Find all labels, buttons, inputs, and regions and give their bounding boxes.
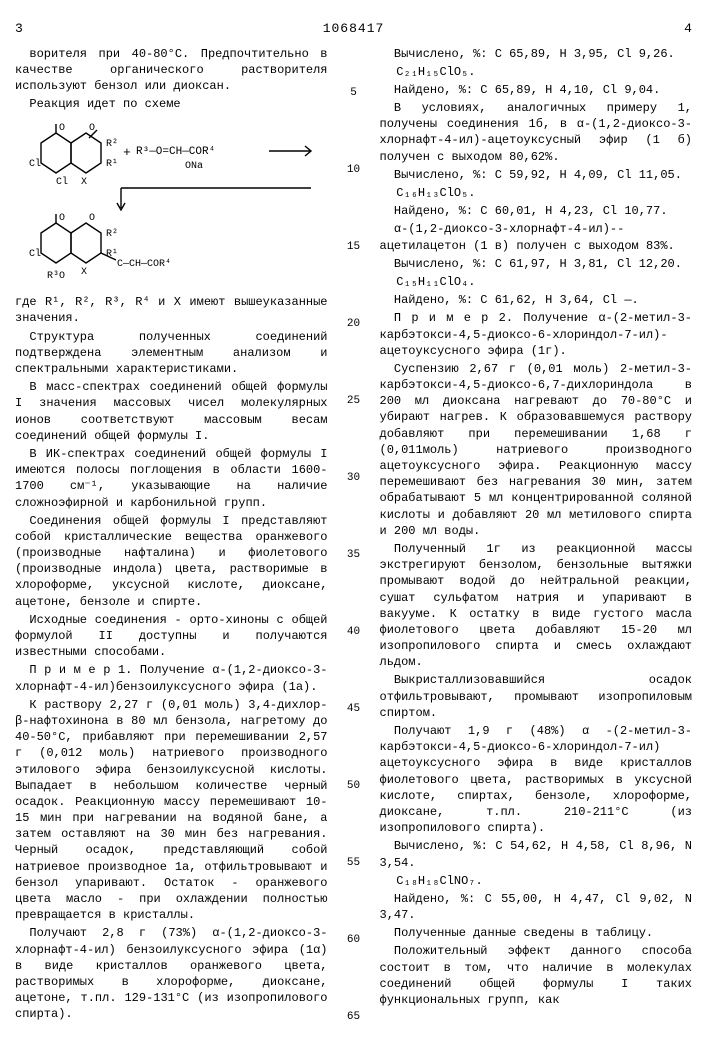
svg-text:ONa: ONa [185,161,203,172]
body-text: Выкристаллизовавшийся осадок отфильтровы… [380,672,693,721]
line-marker: 50 [346,779,362,794]
body-text: Исходные соединения - орто-хиноны с обще… [15,612,328,661]
svg-text:Cl: Cl [29,248,41,260]
left-column: ворителя при 40-80°С. Предпочтительно в … [15,46,328,1025]
right-column: Вычислено, %: С 65,89, Н 3,95, Cl 9,26. … [380,46,693,1025]
body-text: Суспензию 2,67 г (0,01 моль) 2-метил-3-к… [380,361,693,539]
svg-text:+: + [123,145,131,160]
svg-text:X: X [81,177,87,188]
svg-text:O: O [89,213,95,224]
reaction-scheme: O O R² R¹ X Cl Cl + R³—O=CH—COR⁴ ONa [15,118,328,288]
example-heading: П р и м е р 1. Получение α-(1,2-диоксо-3… [15,662,328,694]
line-number-gutter: 5 10 15 20 25 30 35 40 45 50 55 60 65 [346,46,362,1025]
body-text: Соединения общей формулы I представляют … [15,513,328,610]
page-header: 3 1068417 4 [15,20,692,38]
svg-text:X: X [81,267,87,278]
calc-line: Вычислено, %: С 54,62, Н 4,58, Cl 8,96, … [380,838,693,870]
body-text: Реакция идет по схеме [15,96,328,112]
body-text: где R¹, R², R³, R⁴ и X имеют вышеуказанн… [15,294,328,326]
line-marker: 25 [346,394,362,409]
svg-text:R³—O=CH—COR⁴: R³—O=CH—COR⁴ [136,146,215,158]
chem-formula: C₂₁H₁₅ClO₅. [396,64,692,80]
line-marker: 45 [346,702,362,717]
line-marker: 15 [346,240,362,255]
body-text: В масс-спектрах соединений общей формулы… [15,379,328,444]
line-marker: 65 [346,1010,362,1025]
example-heading: П р и м е р 2. Получение α-(2-метил-3-ка… [380,310,693,359]
page-right-num: 4 [684,20,692,38]
chem-formula: C₁₅H₁₁ClO₄. [396,274,692,290]
found-line: Найдено, %: С 55,00, Н 4,47, Cl 9,02, N … [380,891,693,923]
calc-line: Вычислено, %: С 65,89, Н 3,95, Cl 9,26. [380,46,693,62]
line-marker: 40 [346,625,362,640]
svg-text:O: O [59,123,65,134]
svg-text:R³O: R³O [47,271,65,282]
chem-formula: C₁₈H₁₈ClNO₇. [396,873,692,889]
body-text: К раствору 2,27 г (0,01 моль) 3,4-дихлор… [15,697,328,924]
page-left-num: 3 [15,20,23,38]
line-marker: 5 [346,86,362,101]
line-marker: 60 [346,933,362,948]
line-marker: 35 [346,548,362,563]
body-text: Положительный эффект данного способа сос… [380,943,693,1008]
two-column-layout: ворителя при 40-80°С. Предпочтительно в … [15,46,692,1025]
document-number: 1068417 [323,20,385,38]
svg-text:Cl: Cl [29,158,41,170]
svg-text:R²: R² [106,229,118,240]
calc-line: Вычислено, %: С 61,97, Н 3,81, Cl 12,20. [380,256,693,272]
body-text: Полученный 1г из реакционной массы экстр… [380,541,693,671]
body-text: Полученные данные сведены в таблицу. [380,925,693,941]
line-marker: 55 [346,856,362,871]
svg-text:R²: R² [106,139,118,150]
calc-line: Вычислено, %: С 59,92, Н 4,09, Cl 11,05. [380,167,693,183]
svg-text:C—CH—COR⁴: C—CH—COR⁴ [117,258,171,270]
body-text: Получают 2,8 г (73%) α-(1,2-диоксо-3-хло… [15,925,328,1022]
svg-text:Cl: Cl [56,176,68,188]
body-text: ворителя при 40-80°С. Предпочтительно в … [15,46,328,95]
line-marker: 10 [346,163,362,178]
body-text: Структура полученных соединений подтверж… [15,329,328,378]
body-text: Получают 1,9 г (48%) α -(2-метил-3-карбэ… [380,723,693,836]
chem-formula: C₁₆H₁₃ClO₅. [396,185,692,201]
svg-text:R¹: R¹ [106,159,118,170]
found-line: Найдено, %: С 61,62, Н 3,64, Cl —. [380,292,693,308]
line-marker: 30 [346,471,362,486]
body-text: В условиях, аналогичных примеру 1, получ… [380,100,693,165]
body-text: α-(1,2-диоксо-3-хлорнафт-4-ил)--ацетилац… [380,221,693,253]
found-line: Найдено, %: С 60,01, Н 4,23, Cl 10,77. [380,203,693,219]
body-text: В ИК-спектрах соединений общей формулы I… [15,446,328,511]
svg-text:O: O [59,213,65,224]
found-line: Найдено, %: С 65,89, Н 4,10, Cl 9,04. [380,82,693,98]
line-marker: 20 [346,317,362,332]
